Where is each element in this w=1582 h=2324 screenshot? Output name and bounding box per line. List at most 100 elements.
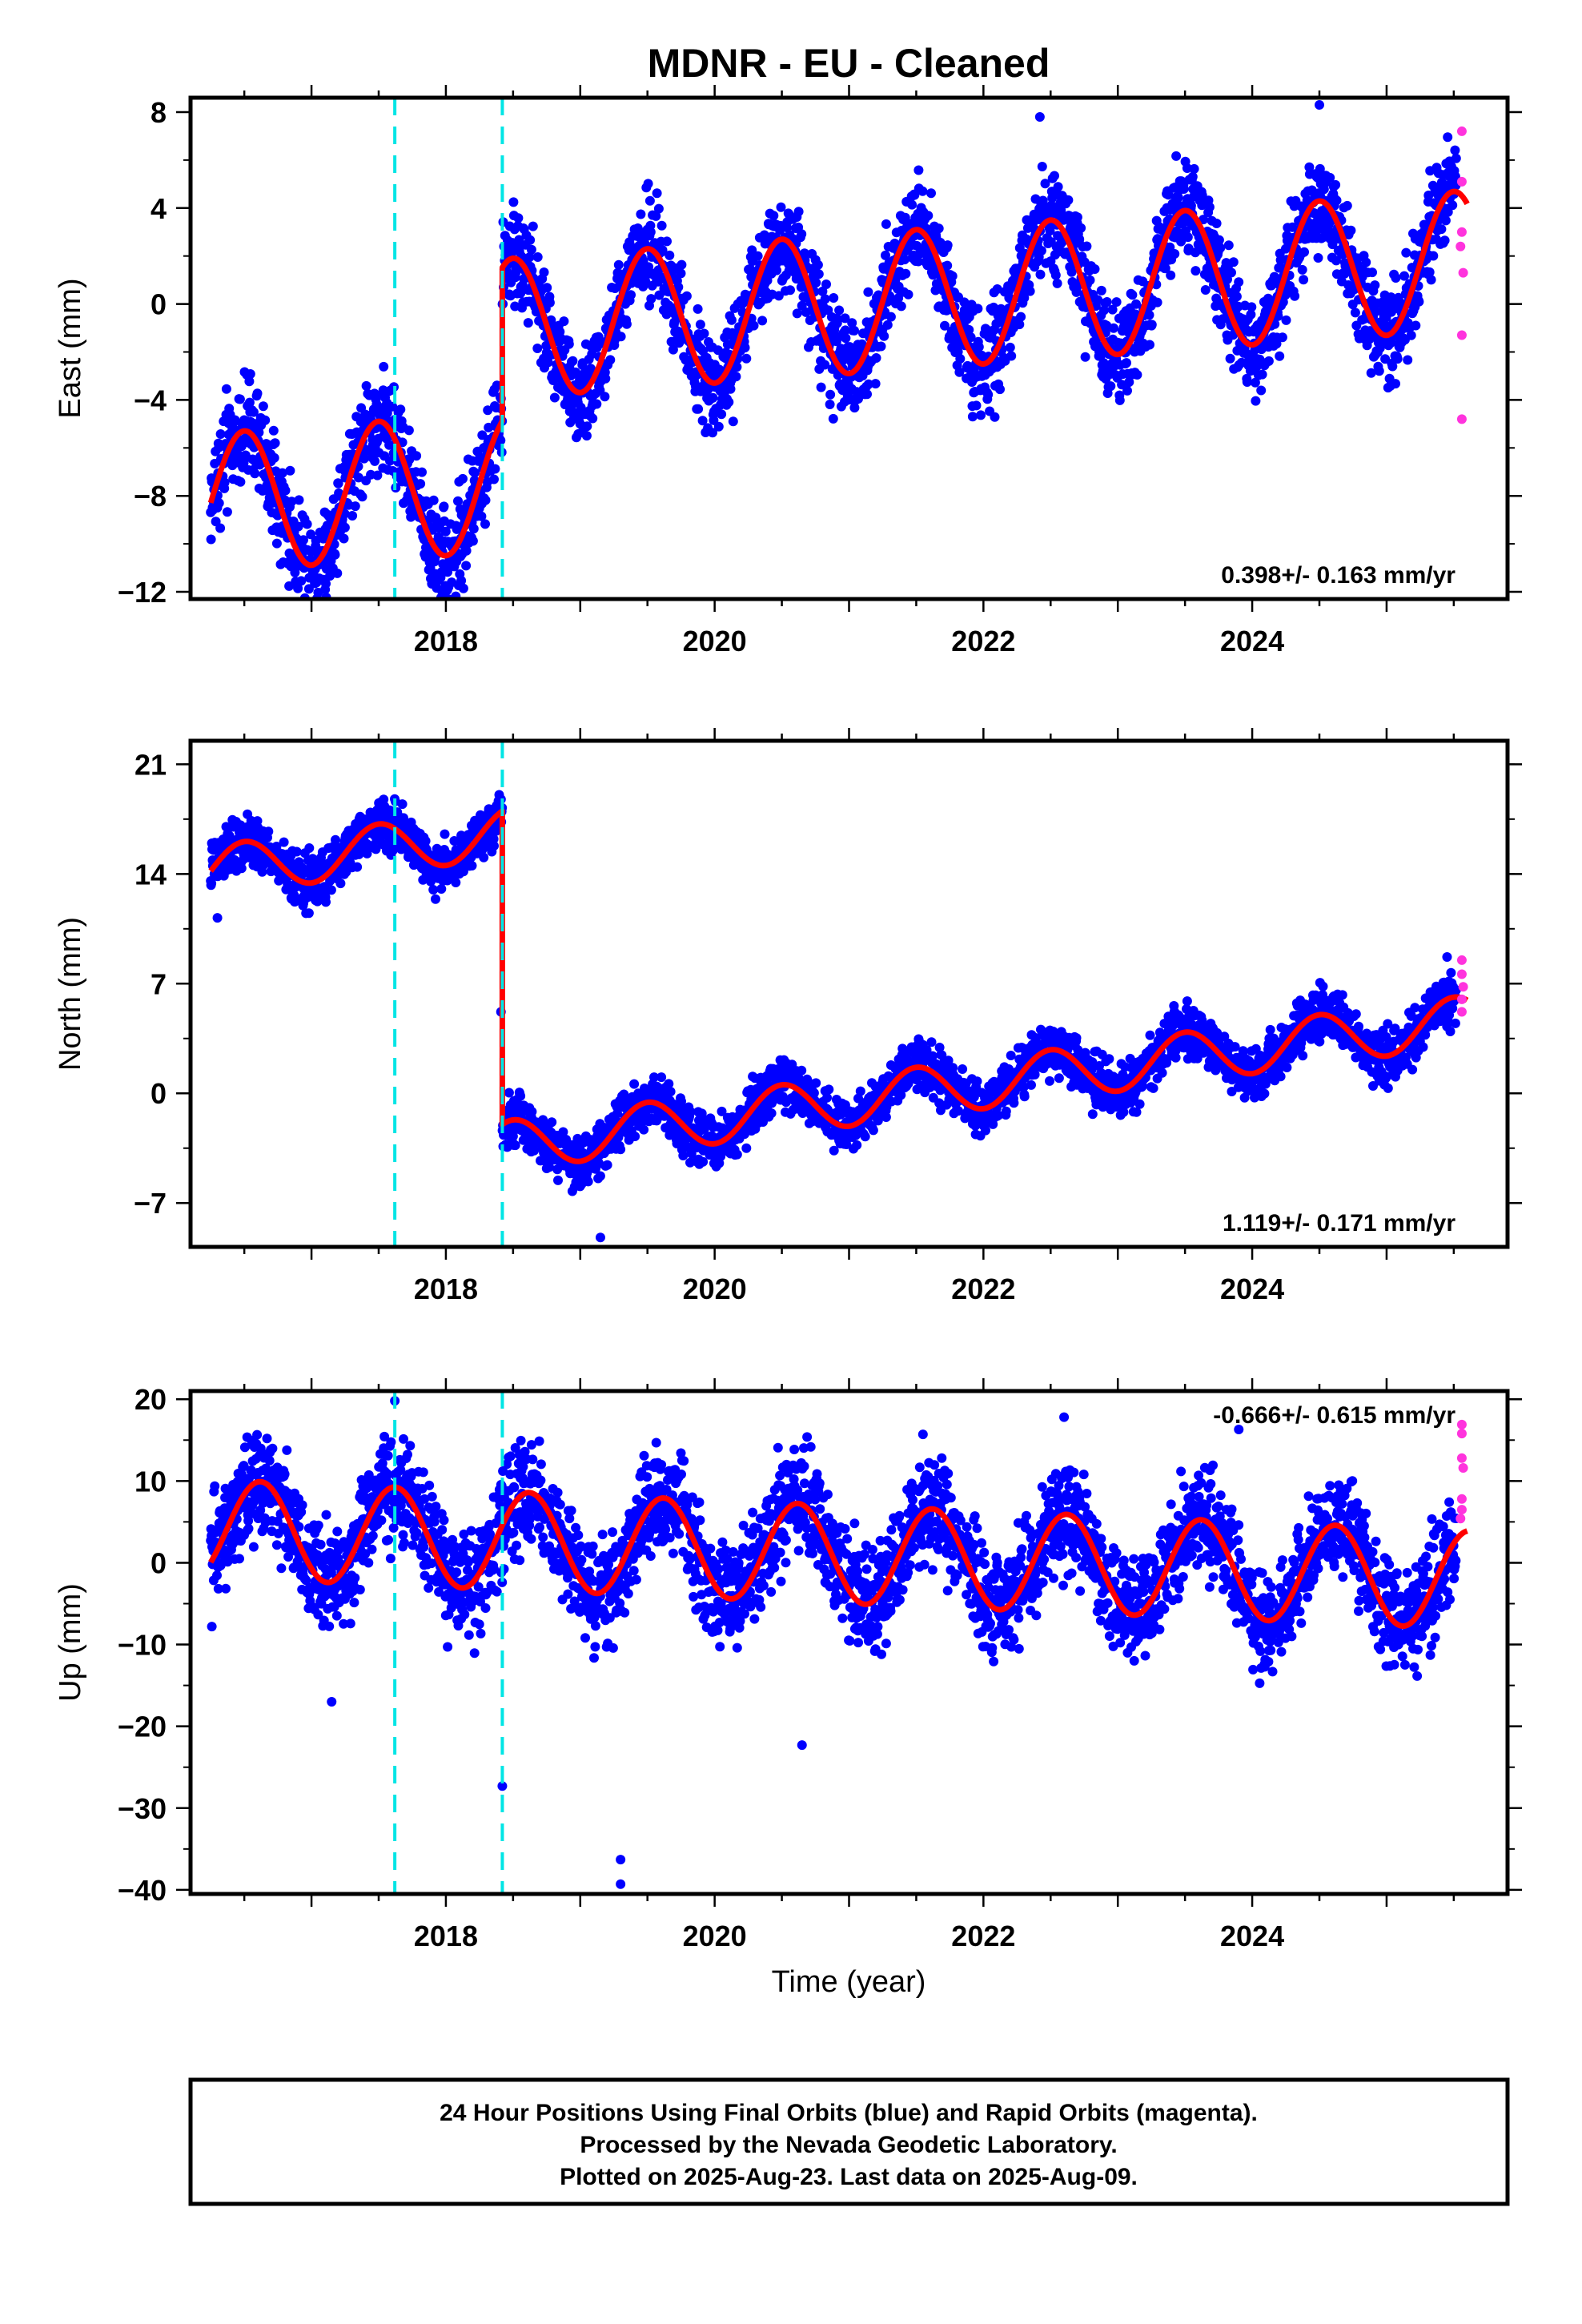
final-orbit-point [504,1088,514,1098]
final-orbit-point [1281,315,1291,325]
final-orbit-point [947,271,958,281]
final-orbit-point [1297,264,1307,275]
final-orbit-point [621,319,632,329]
rapid-orbit-point [1456,126,1467,136]
final-orbit-point [901,268,911,279]
final-orbit-point [1052,278,1062,288]
final-orbit-point [490,464,500,474]
final-orbit-point [772,265,781,275]
final-orbit-point [1189,163,1199,174]
final-orbit-point [971,400,982,411]
final-orbit-point [1290,291,1300,301]
final-orbit-point [917,186,928,196]
final-orbit-point [301,604,311,613]
final-orbit-point [1256,385,1267,396]
final-orbit-point [656,220,667,231]
final-orbit-point [829,293,839,303]
final-orbit-point [359,453,369,464]
final-orbit-point [271,538,282,549]
final-orbit-point [1122,385,1132,396]
final-orbit-point [483,405,493,416]
final-orbit-point [439,501,449,512]
final-orbit-point [528,221,538,231]
final-orbit-point [1350,308,1360,318]
final-orbit-point [280,485,291,496]
final-orbit-point [299,609,308,619]
final-orbit-point [913,165,924,175]
final-orbit-point [453,496,463,506]
final-orbit-point [797,1065,807,1076]
final-orbit-point [1109,323,1118,333]
final-orbit-point [396,404,406,415]
final-orbit-point [1166,270,1176,280]
final-orbit-point [303,908,314,919]
final-orbit-point [828,413,838,424]
final-orbit-point [1346,225,1356,235]
final-orbit-point [665,1087,676,1097]
final-orbit-point [717,409,727,420]
final-orbit-point [849,325,859,336]
final-orbit-point [899,255,909,265]
final-orbit-point [357,492,367,502]
final-orbit-point [1096,285,1106,296]
final-orbit-point [1331,179,1341,190]
x-tick-label: 2018 [414,625,478,657]
final-orbit-point [1211,219,1222,228]
final-orbit-point [1037,162,1047,171]
final-orbit-point [258,401,268,412]
final-orbit-point [291,846,302,857]
final-orbit-point [564,339,574,349]
final-orbit-point [708,428,717,438]
final-orbit-point [1392,354,1403,364]
final-orbit-point [1426,275,1436,285]
final-orbit-point [559,316,569,327]
final-orbit-point [1146,320,1157,330]
final-orbit-point [613,259,624,270]
final-orbit-point [882,320,893,330]
final-orbit-point [747,245,757,255]
final-orbit-point [1182,232,1193,243]
rapid-orbit-point [1456,414,1467,424]
final-orbit-point [458,583,468,593]
final-orbit-point [1370,280,1380,291]
final-orbit-point [516,1091,526,1101]
final-orbit-point [304,843,315,853]
final-orbit-point [296,576,307,586]
final-orbit-point [1277,332,1287,343]
final-orbit-point [524,252,535,262]
final-orbit-point [793,207,804,217]
final-orbit-point [834,305,845,316]
final-orbit-point [1076,223,1086,233]
final-orbit-point [352,862,363,872]
final-orbit-point [1451,153,1461,163]
final-orbit-point [503,268,513,279]
final-orbit-point [731,372,741,382]
final-orbit-point [813,259,823,270]
final-orbit-point [923,211,934,221]
final-orbit-point [935,237,946,247]
final-orbit-point [404,454,415,464]
final-orbit-point [863,379,873,389]
velocity-annotation: 0.398+/- 0.163 mm/yr [1221,562,1456,589]
final-orbit-point [239,457,249,468]
final-orbit-point [285,465,295,476]
final-orbit-point [1361,257,1371,267]
final-orbit-point [1080,352,1090,362]
final-orbit-point [821,279,831,289]
final-orbit-point [268,425,279,436]
final-orbit-point [230,415,240,425]
final-orbit-point [776,202,786,212]
final-orbit-point [1313,253,1323,263]
final-orbit-point [451,878,461,887]
final-orbit-point [1439,235,1450,246]
final-orbit-point [799,248,809,259]
final-orbit-point [1132,370,1142,380]
final-orbit-point [1234,277,1244,287]
y-tick-label: −8 [134,480,167,513]
final-orbit-point [568,356,578,366]
data-layer [206,99,1470,619]
final-orbit-point [542,283,552,293]
final-orbit-point [412,451,422,461]
